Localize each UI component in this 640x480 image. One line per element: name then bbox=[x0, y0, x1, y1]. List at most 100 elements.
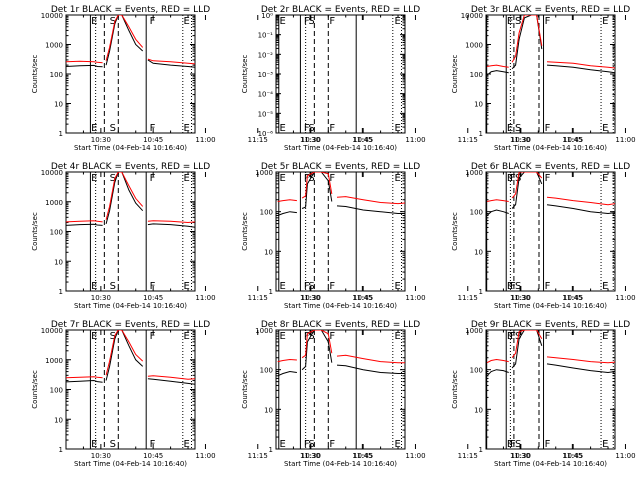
y-tick-label: 10⁻¹ bbox=[258, 32, 274, 40]
x-tick-label: 11:15 bbox=[458, 294, 478, 302]
y-tick-label: 10 bbox=[264, 248, 273, 256]
x-axis-label: Start Time (04-Feb-14 10:16:40) bbox=[284, 144, 397, 152]
y-axis-label: Counts/sec bbox=[241, 212, 249, 251]
x-tick-label: 10:45 bbox=[563, 136, 583, 144]
event-marker-top: S bbox=[110, 331, 116, 342]
series-group bbox=[486, 172, 615, 216]
x-tick-label: 10:30 bbox=[301, 452, 321, 460]
event-marker-bottom: F bbox=[545, 439, 551, 450]
series-line-lld bbox=[546, 61, 615, 69]
y-tick-label: 10 bbox=[54, 416, 63, 424]
event-marker-top: F bbox=[545, 16, 551, 27]
event-marker-bottom: E bbox=[507, 123, 513, 134]
x-tick-label: 10:45 bbox=[143, 294, 163, 302]
event-marker-bottom: S bbox=[515, 123, 521, 134]
x-tick-label: 11:15 bbox=[248, 452, 268, 460]
event-marker-top: F bbox=[304, 16, 310, 27]
x-tick-label: 11:00 bbox=[615, 294, 635, 302]
event-marker-bottom: E bbox=[183, 439, 189, 450]
event-marker-top: S bbox=[110, 173, 116, 184]
x-tick-label: 11:15 bbox=[248, 136, 268, 144]
plot-frame bbox=[275, 329, 406, 450]
y-tick-label: 100 bbox=[50, 229, 63, 237]
series-line-lld bbox=[147, 220, 195, 224]
y-tick-label: 100 bbox=[260, 367, 273, 375]
x-axis-label: Start Time (04-Feb-14 10:16:40) bbox=[74, 460, 187, 468]
event-marker-bottom: E bbox=[602, 281, 608, 292]
event-marker-top: E bbox=[91, 331, 97, 342]
x-tick-label: 10:30 bbox=[91, 452, 111, 460]
event-marker-bottom: S bbox=[110, 123, 116, 134]
y-tick-label: 100 bbox=[50, 387, 63, 395]
series-line-events bbox=[301, 330, 333, 371]
panel-title: Det 7r BLACK = Events, RED = LLD bbox=[51, 320, 210, 330]
event-marker-bottom: E bbox=[395, 123, 401, 134]
x-tick-label: 10:30 bbox=[91, 294, 111, 302]
event-marker-top: F bbox=[329, 331, 335, 342]
y-tick-label: 100 bbox=[260, 209, 273, 217]
event-marker-top: S bbox=[308, 16, 314, 27]
panel-det-8: Det 8r BLACK = Events, RED = LLD 1 10 100 10… bbox=[241, 320, 582, 468]
x-tick-label: 10:30 bbox=[91, 136, 111, 144]
event-marker-top: S bbox=[308, 173, 314, 184]
x-tick-label: 10:30 bbox=[301, 136, 321, 144]
series-group bbox=[66, 15, 195, 68]
series-line-events bbox=[277, 370, 297, 377]
series-line-events bbox=[66, 379, 103, 383]
x-tick-label: 10:45 bbox=[143, 136, 163, 144]
y-tick-label: 1 bbox=[269, 288, 273, 296]
series-line-lld bbox=[105, 330, 144, 376]
panel-title: Det 1r BLACK = Events, RED = LLD bbox=[51, 5, 210, 15]
event-marker-top: E bbox=[395, 16, 401, 27]
event-marker-bottom: E bbox=[507, 439, 513, 450]
series-line-lld bbox=[546, 356, 615, 364]
series-line-events bbox=[546, 363, 615, 374]
series-line-lld bbox=[105, 15, 144, 61]
event-marker-bottom: F bbox=[510, 281, 516, 292]
series-line-lld bbox=[147, 375, 195, 380]
event-marker-top: E bbox=[602, 16, 608, 27]
event-marker-top: S bbox=[515, 16, 521, 27]
x-tick-label: 10:45 bbox=[563, 452, 583, 460]
y-tick-label: 1000 bbox=[465, 169, 483, 177]
event-marker-bottom: E bbox=[507, 281, 513, 292]
series-line-events bbox=[336, 364, 405, 374]
x-tick-label: 11:00 bbox=[405, 136, 425, 144]
series-line-lld bbox=[105, 172, 144, 220]
x-tick-label: 11:15 bbox=[458, 136, 478, 144]
series-line-events bbox=[105, 330, 144, 381]
event-marker-bottom: S bbox=[308, 123, 314, 134]
event-marker-top: E bbox=[395, 331, 401, 342]
y-tick-label: 1000 bbox=[465, 327, 483, 335]
y-tick-label: 10⁰ bbox=[261, 12, 273, 20]
series-line-lld bbox=[511, 330, 543, 359]
event-marker-bottom: F bbox=[329, 281, 335, 292]
event-marker-top: E bbox=[279, 16, 285, 27]
plot-frame bbox=[485, 14, 616, 134]
y-tick-label: 100 bbox=[50, 71, 63, 79]
y-axis-label: Counts/sec bbox=[451, 55, 459, 94]
panel-det-3: Det 3r BLACK = Events, RED = LLD 1 10 100 10… bbox=[451, 5, 636, 152]
x-tick-label: 11:30 bbox=[300, 452, 320, 460]
y-axis-label: Counts/sec bbox=[31, 212, 39, 251]
y-tick-label: 1000 bbox=[45, 42, 63, 50]
series-line-events bbox=[486, 70, 509, 76]
event-marker-bottom: S bbox=[308, 439, 314, 450]
x-axis-label: Start Time (04-Feb-14 10:16:40) bbox=[494, 460, 607, 468]
event-marker-bottom: E bbox=[395, 281, 401, 292]
panel-det-5: Det 5r BLACK = Events, RED = LLD 1 10 100 10… bbox=[241, 162, 582, 310]
x-tick-label: 10:30 bbox=[301, 294, 321, 302]
x-tick-label: 11:45 bbox=[562, 452, 582, 460]
event-marker-top: E bbox=[395, 173, 401, 184]
event-marker-top: E bbox=[91, 173, 97, 184]
panel-title: Det 4r BLACK = Events, RED = LLD bbox=[51, 162, 210, 172]
x-tick-label: 11:00 bbox=[615, 452, 635, 460]
series-line-lld bbox=[511, 15, 543, 63]
event-marker-top: F bbox=[510, 173, 516, 184]
x-tick-label: 10:45 bbox=[563, 294, 583, 302]
series-line-events bbox=[147, 378, 195, 385]
series-line-events bbox=[66, 64, 103, 68]
series-line-events bbox=[301, 172, 333, 209]
event-marker-bottom: F bbox=[150, 281, 156, 292]
